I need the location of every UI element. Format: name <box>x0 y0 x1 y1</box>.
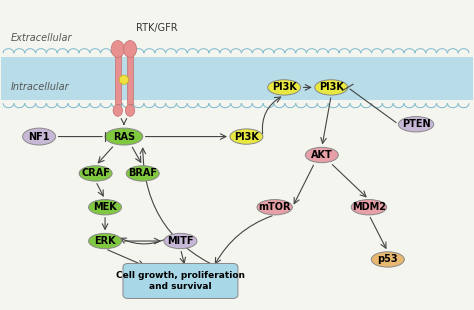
Ellipse shape <box>315 80 348 95</box>
Ellipse shape <box>23 128 55 145</box>
Text: BRAF: BRAF <box>128 168 157 179</box>
Ellipse shape <box>119 75 128 84</box>
Text: MDM2: MDM2 <box>352 202 386 212</box>
FancyBboxPatch shape <box>1 57 473 78</box>
Text: RAS: RAS <box>113 131 135 142</box>
Bar <box>127 52 133 104</box>
Ellipse shape <box>126 166 159 181</box>
Ellipse shape <box>89 233 121 249</box>
Ellipse shape <box>351 200 387 215</box>
Ellipse shape <box>79 166 112 181</box>
Text: PI3K: PI3K <box>234 131 259 142</box>
Text: PTEN: PTEN <box>402 119 430 129</box>
Text: MITF: MITF <box>167 236 194 246</box>
Text: MEK: MEK <box>93 202 117 212</box>
Ellipse shape <box>111 41 124 57</box>
Bar <box>115 52 120 104</box>
FancyBboxPatch shape <box>1 78 473 100</box>
Text: Extracellular: Extracellular <box>11 33 73 43</box>
Text: mTOR: mTOR <box>258 202 291 212</box>
FancyBboxPatch shape <box>123 264 238 299</box>
Text: NF1: NF1 <box>28 131 50 142</box>
Ellipse shape <box>125 104 135 116</box>
Ellipse shape <box>89 200 121 215</box>
Ellipse shape <box>105 128 143 145</box>
Ellipse shape <box>230 129 263 144</box>
Text: PI3K: PI3K <box>319 82 344 92</box>
Text: CRAF: CRAF <box>81 168 110 179</box>
Ellipse shape <box>123 41 137 57</box>
Text: Cell growth, proliferation
and survival: Cell growth, proliferation and survival <box>116 271 245 291</box>
Text: ERK: ERK <box>94 236 116 246</box>
Ellipse shape <box>398 117 434 132</box>
Ellipse shape <box>305 147 338 163</box>
Ellipse shape <box>113 104 122 116</box>
Text: PI3K: PI3K <box>272 82 297 92</box>
Ellipse shape <box>268 80 301 95</box>
Text: p53: p53 <box>377 255 398 264</box>
Ellipse shape <box>257 200 292 215</box>
Ellipse shape <box>164 233 197 249</box>
Ellipse shape <box>371 252 404 267</box>
Text: Intracellular: Intracellular <box>11 82 69 92</box>
Text: AKT: AKT <box>311 150 333 160</box>
Text: RTK/GFR: RTK/GFR <box>136 23 177 33</box>
